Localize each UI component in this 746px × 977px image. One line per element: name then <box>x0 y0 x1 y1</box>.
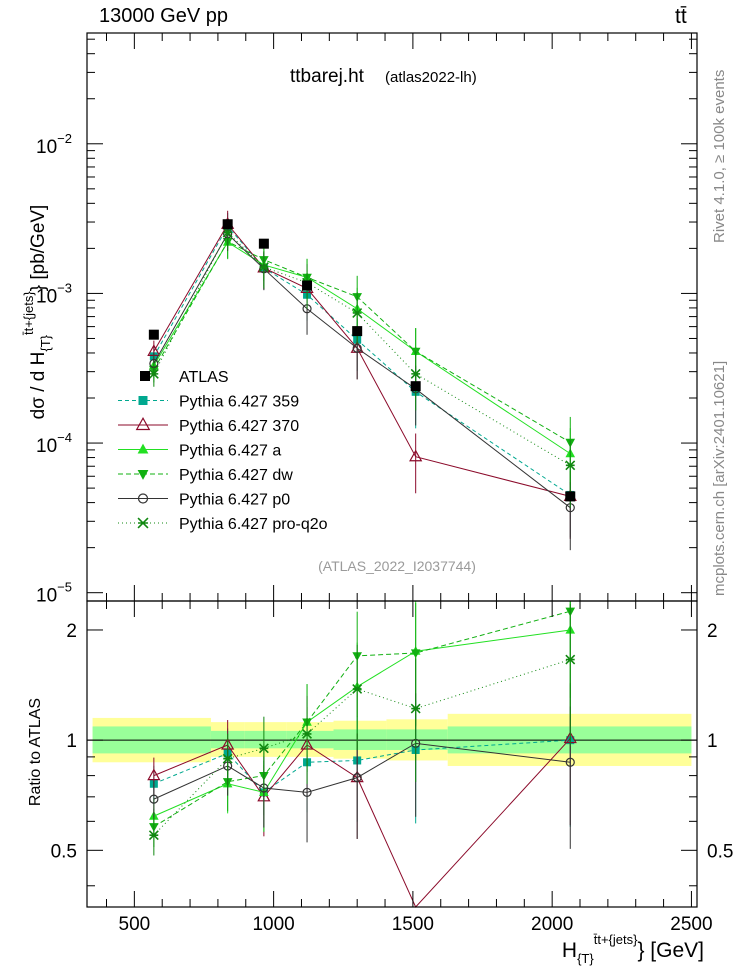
ratio-point <box>148 830 159 841</box>
xtick-label: 1000 <box>252 914 294 935</box>
series-point <box>352 308 363 318</box>
ratio-point <box>410 703 421 714</box>
series-point <box>222 227 233 238</box>
legend-label: Pythia 6.427 a <box>179 443 281 460</box>
xlabel-part1: H <box>562 939 577 962</box>
ratio-point <box>302 787 312 797</box>
svg-text:dσ / d H{T}t̄t+{jets}} [pb/GeV: dσ / d H{T}t̄t+{jets}} [pb/GeV] <box>21 205 53 420</box>
legend-marker <box>140 371 150 381</box>
svg-text:Ratio to ATLAS: Ratio to ATLAS <box>27 698 44 806</box>
xlabel-unit: } [GeV] <box>637 939 704 962</box>
main-y-axis-label: dσ / d H{T}t̄t+{jets}} [pb/GeV] <box>21 205 53 420</box>
svg-text:Rivet 4.1.0, ≥ 100k events: Rivet 4.1.0, ≥ 100k events <box>711 70 728 243</box>
atlas-data-point <box>410 381 421 392</box>
ratio-ytick-label-left: 0.5 <box>51 841 77 862</box>
xtick-label: 500 <box>119 914 151 935</box>
legend-marker <box>135 417 151 431</box>
svg-text:mcplots.cern.ch [arXiv:2401.10: mcplots.cern.ch [arXiv:2401.10621] <box>711 361 728 596</box>
band-inner-bin <box>244 730 287 749</box>
legend-marker <box>137 443 149 454</box>
process-label: tt̄ <box>675 5 687 28</box>
series-point <box>148 368 159 379</box>
atlas-data-point <box>222 219 233 230</box>
series-point <box>565 460 576 471</box>
atlas-data-point <box>258 238 269 249</box>
xtick-label: 2000 <box>531 914 573 935</box>
ratio-ytick-label-right: 2 <box>707 621 718 642</box>
series-point <box>409 449 423 462</box>
ratio-ytick-label-right: 1 <box>707 731 718 752</box>
legend-label: Pythia 6.427 370 <box>179 418 299 435</box>
main-ylabel-sup: t̄t+{jets} <box>21 291 36 336</box>
ratio-point <box>410 649 421 659</box>
ratio-point <box>565 757 575 767</box>
ratio-point <box>352 683 363 694</box>
mcplots-source-text: mcplots.cern.ch [arXiv:2401.10621] <box>711 361 728 596</box>
main-ytick-label: 10−4 <box>36 430 72 457</box>
legend-item: Pythia 6.427 359 <box>118 394 299 411</box>
ratio-panel <box>147 601 577 908</box>
plot-subtitle: (atlas2022-lh) <box>385 69 477 86</box>
atlas-data-point <box>148 329 159 340</box>
plot-title: ttbarej.ht <box>290 66 365 87</box>
ratio-point <box>302 728 313 739</box>
ratio-point <box>149 794 159 804</box>
atlas-data-point <box>302 280 313 291</box>
legend-item: Pythia 6.427 p0 <box>118 492 290 509</box>
legend-label: Pythia 6.427 p0 <box>179 492 290 509</box>
ratio-point <box>147 768 161 781</box>
series-point <box>352 343 362 353</box>
legend-item: Pythia 6.427 370 <box>118 417 299 435</box>
legend-label: Pythia 6.427 pro-q2o <box>179 516 328 533</box>
legend-marker <box>137 517 149 529</box>
series-point <box>410 368 421 379</box>
ratio-ytick-label-right: 0.5 <box>707 841 733 862</box>
ratio-point <box>352 773 362 783</box>
ratio-point <box>222 753 233 764</box>
beam-label: 13000 GeV pp <box>99 5 228 27</box>
legend-label: ATLAS <box>179 369 229 386</box>
legend-marker <box>138 396 148 405</box>
analysis-watermark: (ATLAS_2022_I2037744) <box>318 558 476 574</box>
xtick-label: 1500 <box>392 914 434 935</box>
xlabel-sup: t̄t+{jets} <box>593 932 638 947</box>
series-point <box>258 262 269 273</box>
x-axis-label: H{T} t̄t+{jets}} [GeV] <box>562 932 704 966</box>
ratio-point <box>565 654 576 665</box>
axes: 10−510−410−310−20.5 0.51 12 2500 1000 1500 200… <box>36 33 733 935</box>
legend-label: Pythia 6.427 dw <box>179 467 293 484</box>
xtick-label: 2500 <box>670 914 712 935</box>
legend-item-atlas: ATLAS <box>140 369 229 386</box>
uncertainty-band <box>87 713 697 766</box>
main-panel <box>147 210 577 551</box>
ratio-frame <box>86 600 698 908</box>
atlas-data-point <box>352 326 363 337</box>
ratio-point <box>258 743 269 754</box>
main-ylabel-unit: } [pb/GeV] <box>28 205 49 292</box>
legend-marker <box>137 469 149 480</box>
rivet-version-text: Rivet 4.1.0, ≥ 100k events <box>711 70 728 243</box>
xlabel-sub: {T} <box>577 951 594 966</box>
legend-item: Pythia 6.427 pro-q2o <box>118 516 328 533</box>
band-inner-bin <box>286 730 334 749</box>
main-ylabel-sub: {T} <box>38 334 53 351</box>
legend-marker <box>137 493 149 504</box>
ratio-ytick-label-left: 2 <box>66 621 77 642</box>
main-ytick-label: 10−3 <box>36 280 72 307</box>
main-ytick-label: 10−5 <box>36 580 72 607</box>
legend-label: Pythia 6.427 359 <box>179 394 299 411</box>
ratio-y-axis-label: Ratio to ATLAS <box>27 698 44 806</box>
main-ytick-label: 10−2 <box>36 131 72 158</box>
atlas-data-point <box>565 491 576 502</box>
ratio-ytick-label-left: 1 <box>66 731 77 752</box>
legend-item: Pythia 6.427 a <box>118 443 281 460</box>
main-ylabel-part1: dσ / d H <box>28 352 49 420</box>
legend-item: Pythia 6.427 dw <box>118 467 293 484</box>
legend: ATLAS Pythia 6.427 359 Pythia 6.427 370 Pyt… <box>118 369 328 533</box>
